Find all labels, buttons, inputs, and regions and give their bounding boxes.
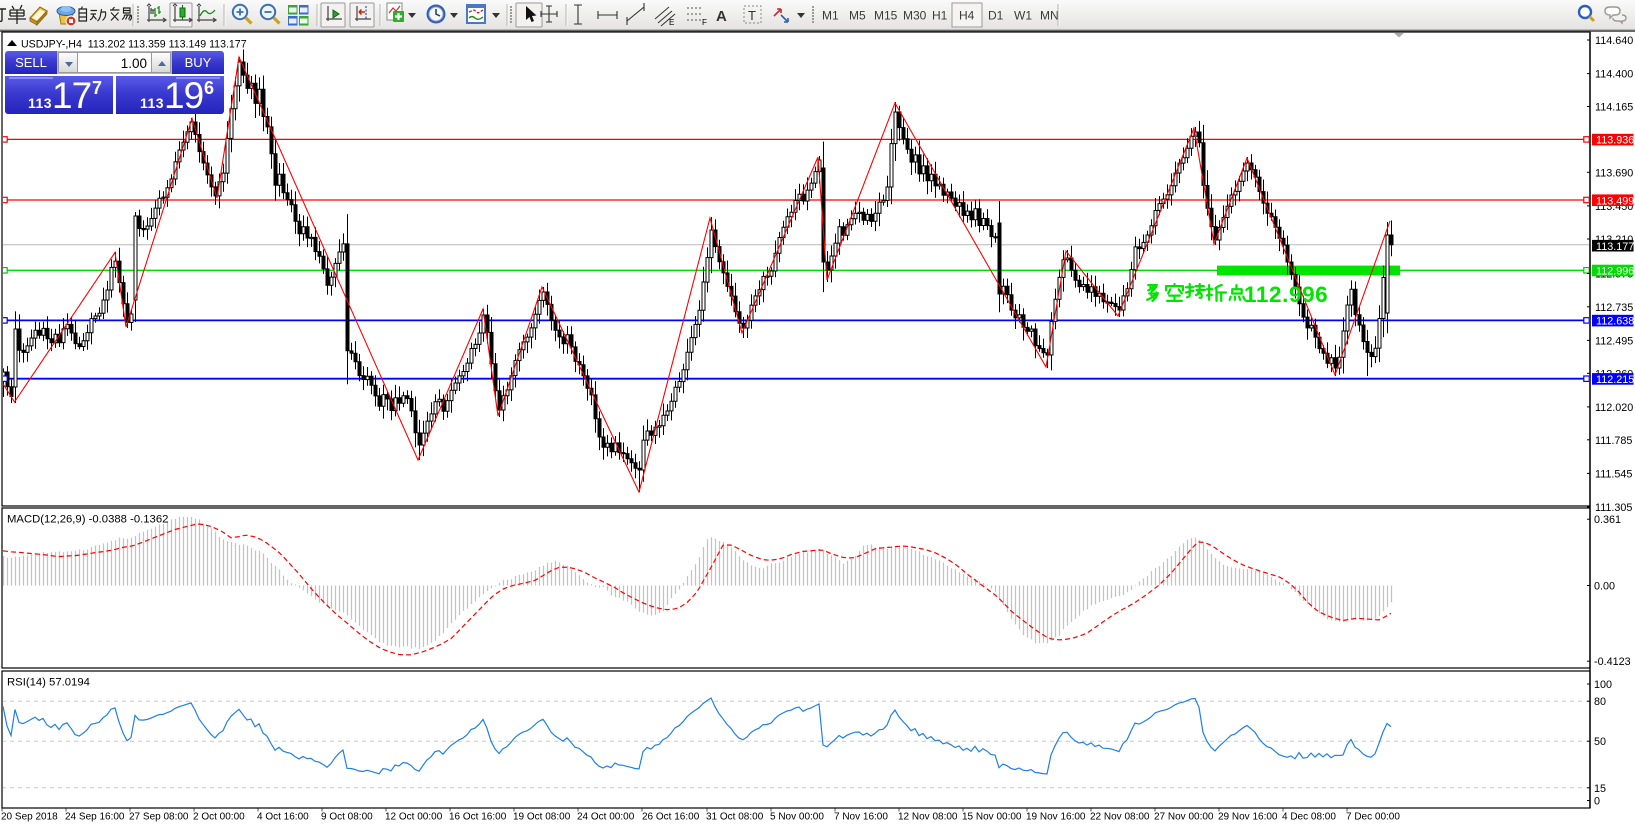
svg-text:USDJPY-,H4 113.202 113.359 11: USDJPY-,H4 113.202 113.359 113.149 113.1… [21, 39, 247, 51]
svg-text:M30: M30 [903, 9, 927, 23]
svg-text:114.400: 114.400 [1595, 69, 1633, 81]
svg-text:9 Oct 08:00: 9 Oct 08:00 [321, 812, 373, 823]
svg-text:0.361: 0.361 [1594, 514, 1621, 526]
svg-text:H1: H1 [932, 9, 948, 23]
svg-text:24 Oct 00:00: 24 Oct 00:00 [577, 812, 635, 823]
svg-text:112.638: 112.638 [1596, 316, 1634, 328]
svg-text:113.936: 113.936 [1596, 135, 1634, 147]
svg-text:W1: W1 [1014, 9, 1032, 23]
svg-text:113.690: 113.690 [1595, 167, 1633, 179]
svg-text:M5: M5 [849, 9, 866, 23]
svg-text:80: 80 [1594, 696, 1606, 708]
svg-text:27 Nov 00:00: 27 Nov 00:00 [1154, 812, 1214, 823]
svg-text:114.640: 114.640 [1595, 35, 1633, 47]
svg-text:20 Sep 2018: 20 Sep 2018 [1, 812, 58, 823]
svg-text:RSI(14) 57.0194: RSI(14) 57.0194 [7, 677, 90, 689]
svg-text:50: 50 [1594, 736, 1606, 748]
svg-text:7 Dec 00:00: 7 Dec 00:00 [1346, 812, 1400, 823]
svg-text:MN: MN [1040, 9, 1059, 23]
svg-text:112.996: 112.996 [1596, 266, 1634, 278]
svg-text:15: 15 [1594, 783, 1606, 795]
svg-text:5 Nov 00:00: 5 Nov 00:00 [770, 812, 824, 823]
svg-text:26 Oct 16:00: 26 Oct 16:00 [642, 812, 700, 823]
svg-text:111.545: 111.545 [1595, 468, 1632, 480]
svg-text:4 Dec 08:00: 4 Dec 08:00 [1282, 812, 1336, 823]
svg-text:15 Nov 00:00: 15 Nov 00:00 [962, 812, 1022, 823]
svg-text:27 Sep 08:00: 27 Sep 08:00 [129, 812, 189, 823]
svg-text:2 Oct 00:00: 2 Oct 00:00 [193, 812, 245, 823]
svg-text:E: E [669, 18, 674, 27]
svg-text:4 Oct 16:00: 4 Oct 16:00 [257, 812, 309, 823]
svg-text:12 Nov 08:00: 12 Nov 08:00 [898, 812, 958, 823]
svg-text:H4: H4 [959, 9, 975, 23]
svg-text:113.177: 113.177 [1596, 241, 1634, 253]
svg-text:A: A [716, 8, 727, 25]
svg-text:7 Nov 16:00: 7 Nov 16:00 [834, 812, 888, 823]
svg-text:114.165: 114.165 [1595, 102, 1633, 114]
svg-text:M1: M1 [822, 9, 839, 23]
svg-text:112.020: 112.020 [1595, 402, 1633, 414]
svg-text:19 Oct 08:00: 19 Oct 08:00 [513, 812, 571, 823]
svg-text:16 Oct 16:00: 16 Oct 16:00 [449, 812, 507, 823]
svg-text:112.215: 112.215 [1596, 374, 1634, 386]
svg-text:29 Nov 16:00: 29 Nov 16:00 [1218, 812, 1278, 823]
svg-text:0.00: 0.00 [1594, 581, 1615, 593]
svg-text:-0.4123: -0.4123 [1594, 656, 1631, 668]
svg-text:MACD(12,26,9) -0.0388 -0.1362: MACD(12,26,9) -0.0388 -0.1362 [7, 514, 168, 526]
svg-text:19 Nov 16:00: 19 Nov 16:00 [1026, 812, 1086, 823]
svg-text:D1: D1 [988, 9, 1004, 23]
svg-text:112.735: 112.735 [1595, 302, 1633, 314]
svg-text:T: T [748, 8, 756, 23]
svg-text:111.785: 111.785 [1595, 435, 1632, 447]
svg-text:31 Oct 08:00: 31 Oct 08:00 [706, 812, 764, 823]
svg-text:111.305: 111.305 [1595, 502, 1632, 514]
svg-text:100: 100 [1594, 679, 1612, 691]
svg-text:F: F [702, 18, 707, 27]
svg-text:24 Sep 16:00: 24 Sep 16:00 [65, 812, 125, 823]
svg-text:0: 0 [1594, 796, 1600, 808]
svg-text:112.996: 112.996 [1244, 282, 1328, 307]
svg-text:12 Oct 00:00: 12 Oct 00:00 [385, 812, 443, 823]
svg-text:112.495: 112.495 [1595, 335, 1633, 347]
svg-text:M15: M15 [874, 9, 898, 23]
svg-text:113.499: 113.499 [1596, 195, 1634, 207]
svg-text:22 Nov 08:00: 22 Nov 08:00 [1090, 812, 1150, 823]
